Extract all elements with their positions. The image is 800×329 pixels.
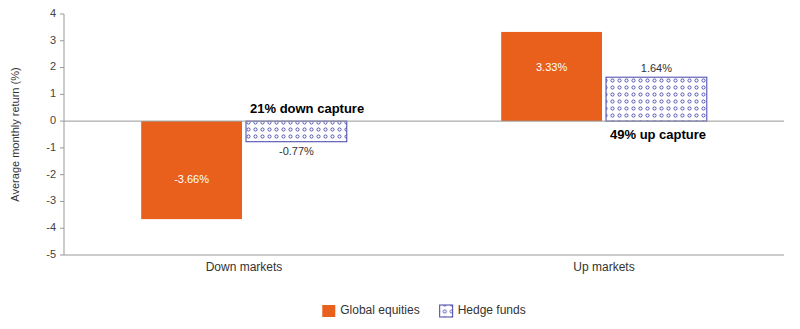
y-tick [60,40,64,41]
y-tick [60,121,64,122]
y-tick [60,228,64,229]
legend-item: Global equities [322,303,419,317]
bar [141,121,242,219]
y-tick-label: 2 [50,60,56,72]
legend-label: Global equities [340,303,419,317]
data-labels: -3.66% 3.33% -0.77% 1.64% [174,61,672,185]
y-tick [60,94,64,95]
x-tick-label: Up markets [573,260,634,274]
legend-swatch [322,305,335,317]
x-axis: Down markets Up markets [64,255,784,274]
y-tick-label: -1 [46,141,56,153]
y-tick-label: 1 [50,87,56,99]
annotation: 21% down capture [250,101,364,116]
y-tick-label: 3 [50,34,56,46]
y-tick [60,147,64,148]
y-tick-label: -4 [46,221,56,233]
annotation: 49% up capture [610,127,706,142]
y-tick [60,67,64,68]
y-tick-label: -3 [46,194,56,206]
bar [501,32,602,121]
x-axis-line [64,255,784,256]
data-label: -3.66% [174,173,209,185]
y-tick [60,174,64,175]
chart-svg: -5 -4 -3 -2 -1 0 1 2 3 4 Average monthly return (%… [0,0,800,329]
data-label: 1.64% [641,62,672,74]
legend-label: Hedge funds [458,303,526,317]
bar [606,77,707,121]
legend-swatch [440,305,453,317]
legend: Global equities Hedge funds [322,303,525,317]
y-axis: -5 -4 -3 -2 -1 0 1 2 3 4 [46,7,64,260]
y-tick-label: -2 [46,168,56,180]
y-tick [60,201,64,202]
bar [246,121,347,142]
y-axis-line [64,14,65,255]
zero-line [64,121,784,122]
data-label: 3.33% [536,61,567,73]
x-tick-label: Down markets [206,260,283,274]
legend-item: Hedge funds [440,303,526,317]
y-tick [60,255,64,256]
y-tick-label: 4 [50,7,56,19]
y-tick-label: -5 [46,248,56,260]
chart-container: -5 -4 -3 -2 -1 0 1 2 3 4 Average monthly return (%… [0,0,800,329]
data-label: -0.77% [279,145,314,157]
y-tick [60,14,64,15]
y-axis-label: Average monthly return (%) [9,67,21,201]
bars [141,32,707,219]
y-tick-label: 0 [50,114,56,126]
